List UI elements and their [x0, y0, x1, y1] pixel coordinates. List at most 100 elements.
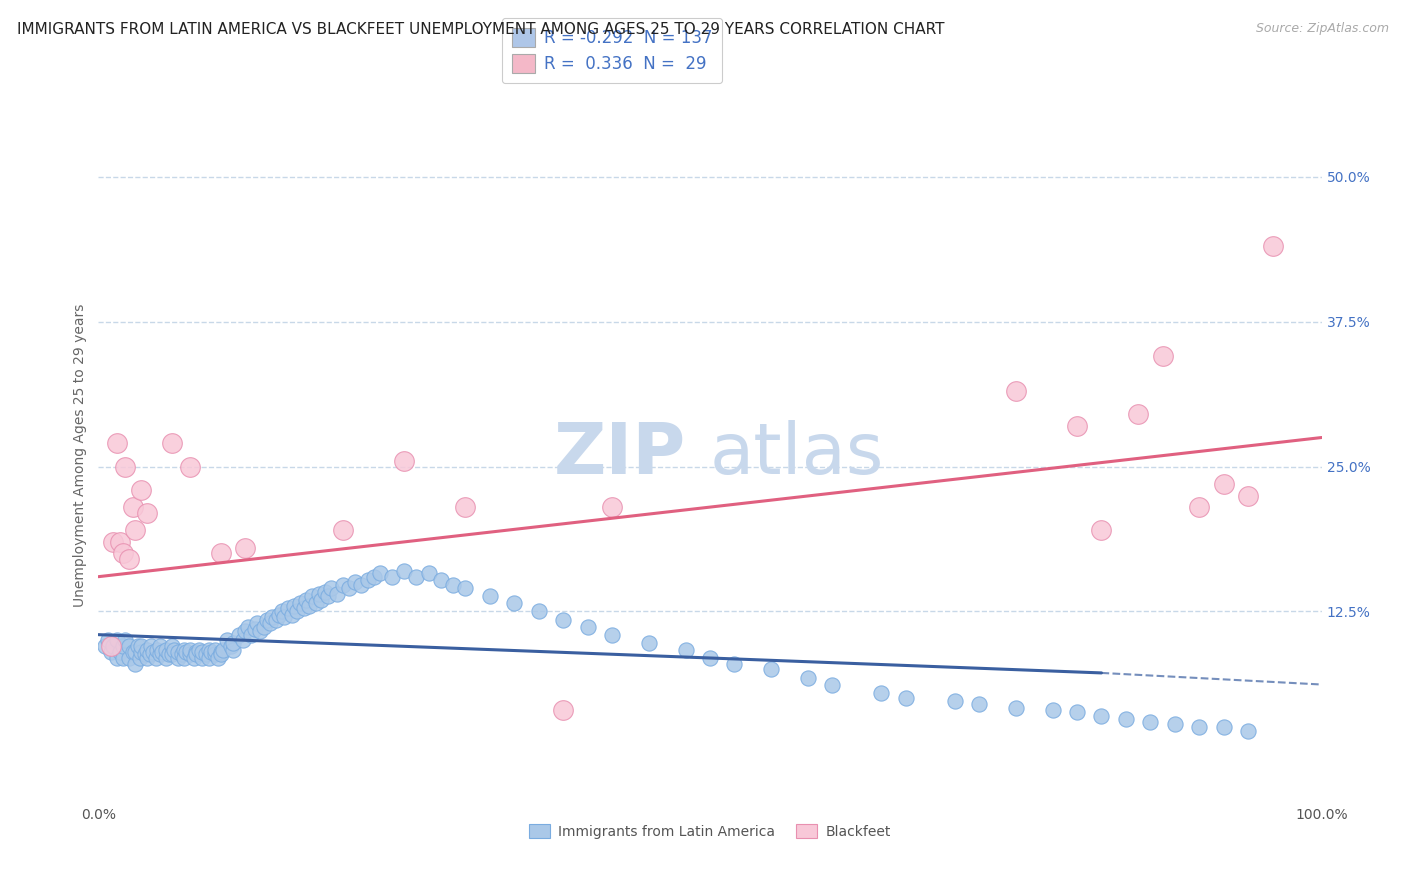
- Point: [236, 619, 259, 633]
- Point: [170, 648, 193, 662]
- Point: [292, 601, 315, 615]
- Point: [136, 506, 159, 520]
- Point: [301, 590, 323, 604]
- Point: [124, 645, 146, 659]
- Point: [215, 633, 238, 648]
- Point: [183, 651, 205, 665]
- Point: [129, 639, 152, 653]
- Point: [273, 610, 295, 624]
- Point: [179, 459, 201, 474]
- Point: [149, 648, 172, 662]
- Point: [136, 651, 159, 665]
- Point: [139, 639, 162, 653]
- Point: [1090, 708, 1112, 723]
- Point: [1128, 407, 1150, 421]
- Point: [356, 573, 378, 587]
- Point: [146, 642, 169, 657]
- Point: [200, 645, 222, 659]
- Point: [318, 590, 340, 604]
- Point: [150, 645, 173, 659]
- Point: [675, 642, 697, 657]
- Point: [136, 642, 159, 657]
- Point: [105, 633, 128, 648]
- Point: [319, 582, 342, 596]
- Point: [1261, 239, 1284, 253]
- Point: [870, 686, 893, 700]
- Point: [576, 619, 599, 633]
- Point: [1139, 714, 1161, 729]
- Point: [1212, 721, 1234, 735]
- Point: [97, 633, 120, 648]
- Point: [600, 500, 623, 514]
- Point: [332, 578, 354, 592]
- Point: [405, 570, 427, 584]
- Point: [212, 642, 235, 657]
- Point: [503, 596, 526, 610]
- Point: [118, 552, 141, 566]
- Point: [114, 633, 136, 648]
- Point: [134, 648, 156, 662]
- Point: [1042, 703, 1064, 717]
- Point: [105, 651, 128, 665]
- Point: [381, 570, 404, 584]
- Point: [290, 596, 312, 610]
- Point: [110, 534, 132, 549]
- Point: [277, 601, 299, 615]
- Point: [264, 613, 287, 627]
- Point: [441, 578, 464, 592]
- Point: [111, 639, 134, 653]
- Point: [344, 575, 367, 590]
- Point: [305, 596, 328, 610]
- Point: [337, 582, 360, 596]
- Point: [262, 610, 284, 624]
- Point: [129, 645, 152, 659]
- Point: [209, 645, 232, 659]
- Point: [187, 642, 209, 657]
- Point: [553, 703, 575, 717]
- Point: [191, 651, 214, 665]
- Point: [1115, 712, 1137, 726]
- Point: [111, 651, 134, 665]
- Point: [191, 645, 214, 659]
- Point: [163, 642, 186, 657]
- Point: [1188, 500, 1211, 514]
- Point: [326, 587, 349, 601]
- Point: [1004, 700, 1026, 714]
- Point: [1004, 384, 1026, 398]
- Text: ZIP: ZIP: [554, 420, 686, 490]
- Point: [256, 613, 278, 627]
- Point: [186, 645, 208, 659]
- Point: [252, 619, 274, 633]
- Point: [176, 645, 198, 659]
- Point: [233, 624, 256, 639]
- Point: [100, 645, 122, 659]
- Point: [797, 671, 820, 685]
- Point: [1090, 523, 1112, 537]
- Point: [155, 642, 177, 657]
- Point: [204, 642, 226, 657]
- Point: [332, 523, 354, 537]
- Point: [197, 642, 219, 657]
- Point: [723, 657, 745, 671]
- Point: [228, 628, 250, 642]
- Text: atlas: atlas: [710, 420, 884, 490]
- Point: [821, 677, 844, 691]
- Point: [222, 642, 245, 657]
- Point: [167, 651, 190, 665]
- Point: [761, 662, 783, 677]
- Point: [363, 570, 385, 584]
- Point: [173, 642, 195, 657]
- Point: [269, 607, 291, 622]
- Point: [1152, 350, 1174, 364]
- Point: [129, 483, 152, 497]
- Point: [350, 578, 373, 592]
- Point: [121, 645, 143, 659]
- Point: [160, 648, 183, 662]
- Point: [943, 694, 966, 708]
- Point: [478, 590, 501, 604]
- Point: [160, 639, 183, 653]
- Point: [179, 648, 201, 662]
- Point: [454, 582, 477, 596]
- Point: [259, 615, 281, 630]
- Point: [1066, 419, 1088, 434]
